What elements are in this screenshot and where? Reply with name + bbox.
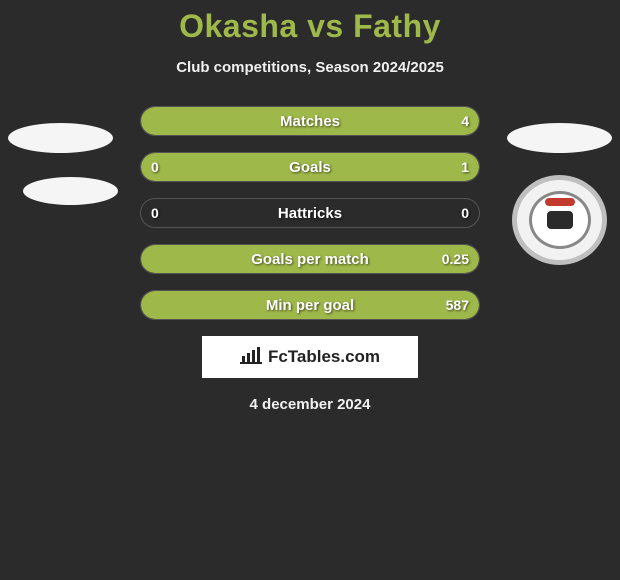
player-right-badge-top: [507, 123, 612, 153]
player-left-badge-top: [8, 123, 113, 153]
stat-label: Matches: [141, 107, 479, 135]
stat-row: 0.25Goals per match: [140, 244, 480, 274]
brand-box[interactable]: FcTables.com: [202, 336, 418, 378]
player-right-club-crest: [512, 175, 607, 265]
stat-row: 00Hattricks: [140, 198, 480, 228]
subtitle: Club competitions, Season 2024/2025: [0, 59, 620, 76]
stat-row: 4Matches: [140, 106, 480, 136]
stat-row: 587Min per goal: [140, 290, 480, 320]
page-title: Okasha vs Fathy: [0, 0, 620, 45]
stat-label: Goals: [141, 153, 479, 181]
stat-label: Goals per match: [141, 245, 479, 273]
stat-label: Hattricks: [141, 199, 479, 227]
brand-chart-icon: [240, 346, 262, 369]
player-left-badge-bottom: [23, 177, 118, 205]
crest-red-bar: [545, 198, 575, 206]
stat-row: 01Goals: [140, 152, 480, 182]
crest-center: [547, 211, 573, 229]
date-text: 4 december 2024: [0, 396, 620, 413]
crest-inner: [529, 191, 591, 249]
stat-label: Min per goal: [141, 291, 479, 319]
brand-text: FcTables.com: [268, 347, 380, 367]
